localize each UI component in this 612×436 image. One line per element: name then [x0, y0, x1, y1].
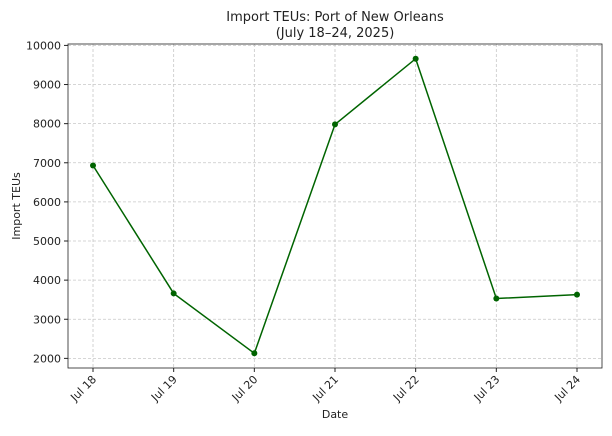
x-axis-label: Date	[322, 408, 349, 421]
x-tick-label: Jul 22	[390, 373, 422, 405]
data-point	[493, 295, 500, 302]
chart-title: Import TEUs: Port of New Orleans	[226, 10, 444, 25]
plot-frame	[67, 43, 603, 369]
x-tick-label: Jul 20	[229, 373, 261, 405]
y-tick-label: 4000	[33, 274, 61, 287]
data-point	[251, 350, 258, 357]
chart-subtitle: (July 18–24, 2025)	[276, 26, 395, 41]
y-axis-label: Import TEUs	[10, 172, 23, 240]
y-tick-label: 8000	[33, 118, 61, 131]
x-tick-label: Jul 19	[148, 373, 180, 405]
y-tick-label: 6000	[33, 196, 61, 209]
y-tick-label: 9000	[33, 79, 61, 92]
data-point	[332, 121, 338, 128]
y-tick-label: 7000	[33, 157, 61, 170]
y-tick-label: 3000	[33, 313, 61, 326]
x-tick-label: Jul 23	[471, 373, 503, 405]
x-tick-label: Jul 24	[551, 373, 583, 405]
y-tick-label: 2000	[33, 352, 61, 365]
y-tick-label: 5000	[33, 235, 61, 248]
y-tick-label: 10000	[26, 39, 61, 52]
data-point	[170, 290, 177, 297]
data-point	[573, 291, 580, 298]
data-point	[90, 162, 97, 169]
x-tick-label: Jul 21	[309, 373, 341, 405]
x-tick-label: Jul 18	[67, 373, 99, 405]
data-point	[412, 55, 419, 62]
